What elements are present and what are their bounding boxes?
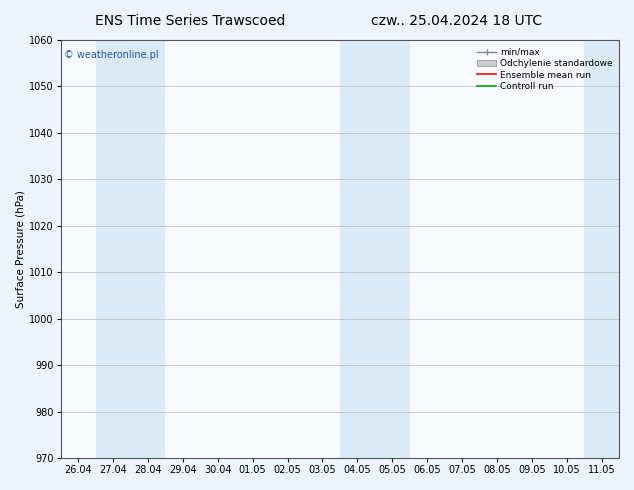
Y-axis label: Surface Pressure (hPa): Surface Pressure (hPa)	[15, 190, 25, 308]
Bar	[340, 40, 410, 458]
Text: © weatheronline.pl: © weatheronline.pl	[63, 50, 158, 60]
Bar	[584, 40, 619, 458]
Text: czw.. 25.04.2024 18 UTC: czw.. 25.04.2024 18 UTC	[371, 14, 542, 28]
Bar	[96, 40, 165, 458]
Text: ENS Time Series Trawscoed: ENS Time Series Trawscoed	[95, 14, 285, 28]
Legend: min/max, Odchylenie standardowe, Ensemble mean run, Controll run: min/max, Odchylenie standardowe, Ensembl…	[475, 46, 614, 93]
